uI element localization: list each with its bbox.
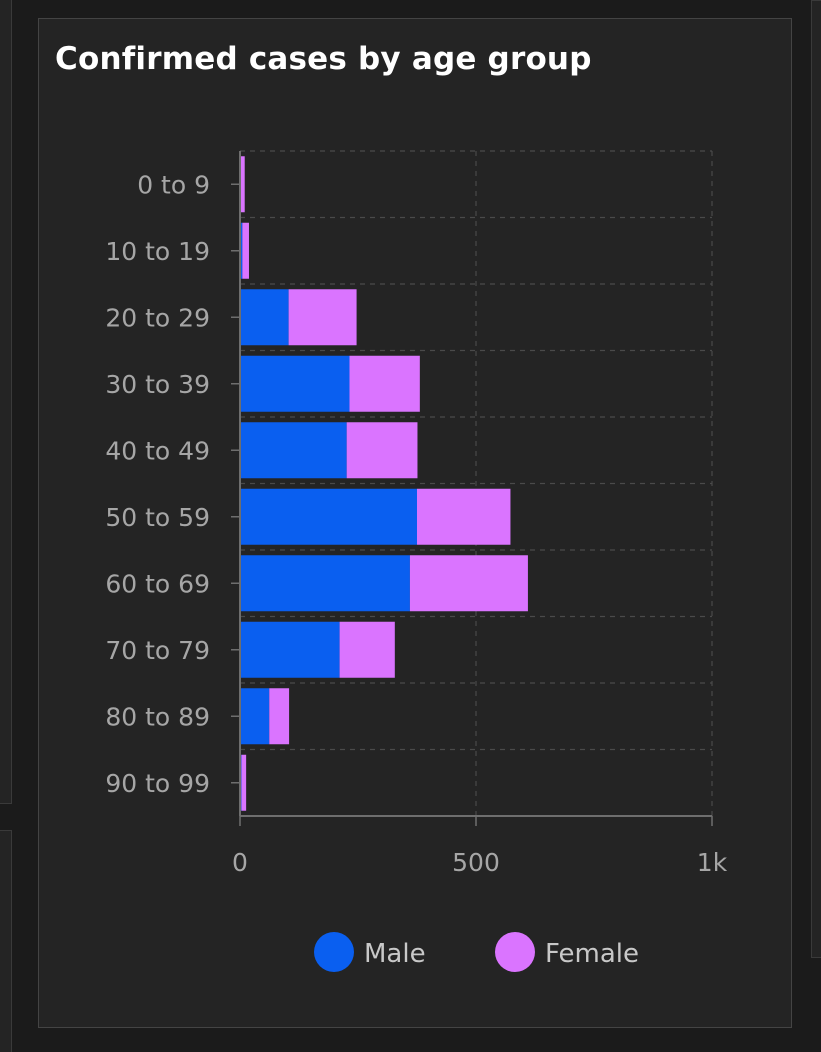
bar-female bbox=[288, 289, 357, 346]
adjacent-panel-right bbox=[811, 0, 821, 958]
bar-female bbox=[269, 688, 290, 745]
y-tick-label: 60 to 69 bbox=[105, 569, 210, 598]
bar-female bbox=[409, 555, 528, 612]
bar-female bbox=[346, 422, 418, 479]
y-tick-label: 10 to 19 bbox=[105, 237, 210, 266]
chart-card: 0 to 9 10 to 19 20 to 29 30 to 39 40 to 49 50… bbox=[38, 18, 792, 1028]
bar-female bbox=[417, 488, 511, 545]
y-tick-label: 90 to 99 bbox=[105, 769, 210, 798]
bar-female bbox=[339, 621, 395, 678]
y-tick-label: 40 to 49 bbox=[105, 436, 210, 465]
bar-male bbox=[240, 289, 289, 346]
y-tick-label: 20 to 29 bbox=[105, 303, 210, 332]
y-tick-label: 30 to 39 bbox=[105, 370, 210, 399]
stacked-bar-chart: 0 to 9 10 to 19 20 to 29 30 to 39 40 to 49 50… bbox=[105, 150, 728, 972]
y-tick-label: 0 to 9 bbox=[137, 170, 210, 199]
bar-male bbox=[240, 422, 347, 479]
adjacent-panel-left-top bbox=[0, 0, 12, 804]
bar-female bbox=[349, 355, 420, 412]
bar-female bbox=[241, 754, 247, 811]
bar-male bbox=[240, 688, 270, 745]
x-tick-label: 0 bbox=[232, 848, 248, 877]
bar-male bbox=[240, 488, 417, 545]
y-tick-label: 70 to 79 bbox=[105, 636, 210, 665]
legend-label-female: Female bbox=[545, 939, 639, 969]
legend-swatch-female bbox=[495, 932, 535, 972]
chart-title: Confirmed cases by age group bbox=[55, 41, 592, 77]
bar-female bbox=[240, 156, 245, 213]
adjacent-panel-left-bottom bbox=[0, 830, 12, 1052]
y-tick-label: 50 to 59 bbox=[105, 503, 210, 532]
bar-male bbox=[240, 555, 410, 612]
bar-male bbox=[240, 621, 340, 678]
legend-label-male: Male bbox=[364, 939, 426, 969]
x-tick-label: 1k bbox=[697, 848, 728, 877]
x-tick-label: 500 bbox=[452, 848, 500, 877]
bar-male bbox=[240, 355, 350, 412]
legend-swatch-male bbox=[314, 932, 354, 972]
y-tick-label: 80 to 89 bbox=[105, 702, 210, 731]
bar-female bbox=[242, 222, 249, 279]
bar-male bbox=[240, 222, 243, 279]
